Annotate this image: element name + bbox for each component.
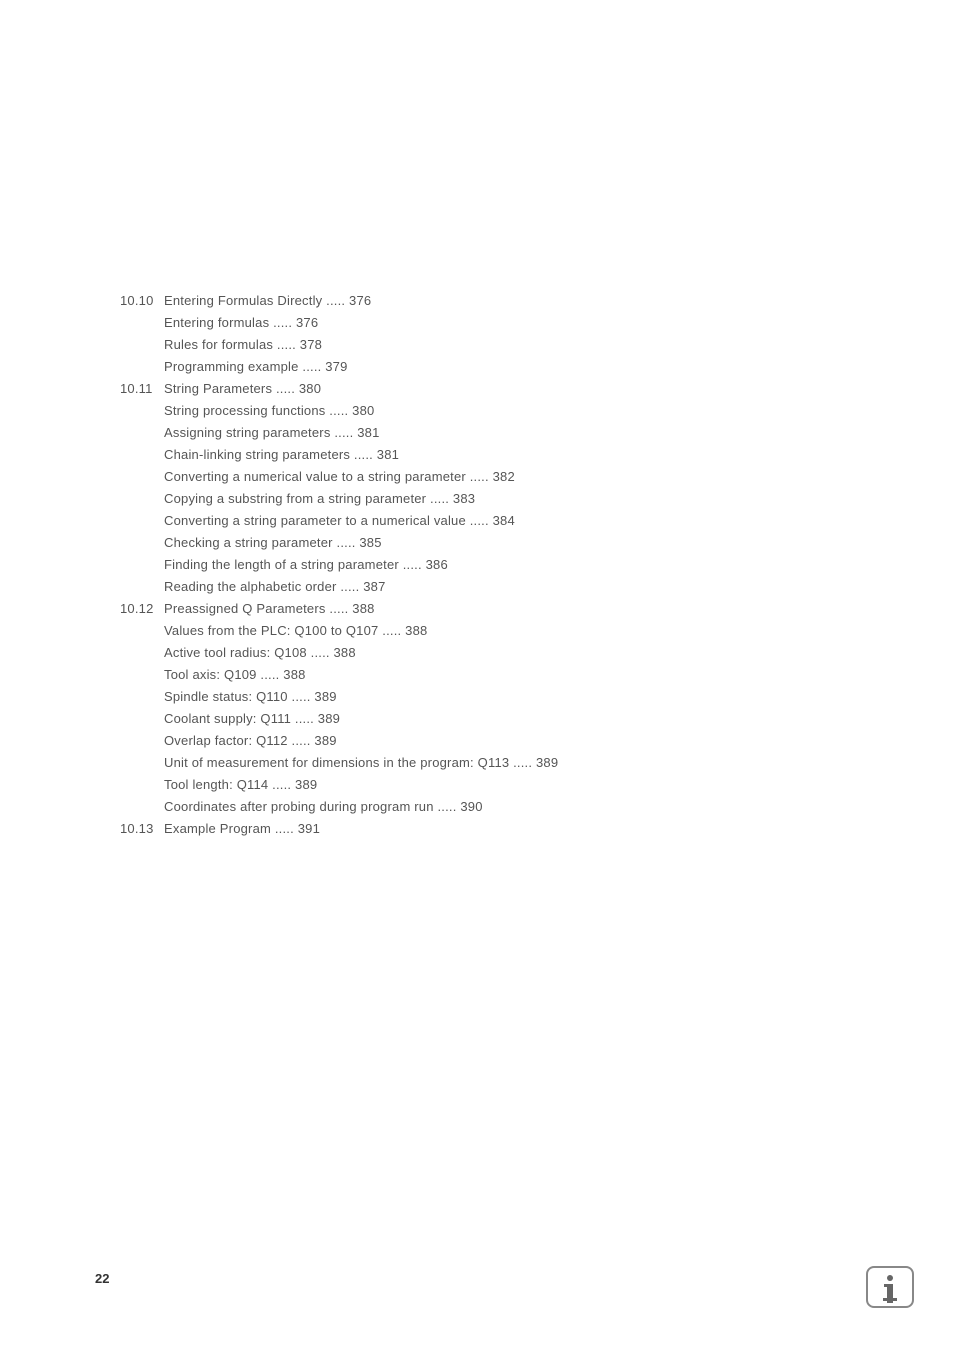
toc-item: Tool axis: Q109 ..... 388 bbox=[120, 664, 860, 686]
section-title: String Parameters ..... 380 bbox=[164, 381, 321, 396]
toc-content: 10.10Entering Formulas Directly ..... 37… bbox=[120, 290, 860, 840]
toc-item: Programming example ..... 379 bbox=[120, 356, 860, 378]
toc-item: Overlap factor: Q112 ..... 389 bbox=[120, 730, 860, 752]
toc-item: Converting a numerical value to a string… bbox=[120, 466, 860, 488]
toc-item: String processing functions ..... 380 bbox=[120, 400, 860, 422]
toc-item: Coolant supply: Q111 ..... 389 bbox=[120, 708, 860, 730]
toc-section-2: 10.12Preassigned Q Parameters ..... 388 … bbox=[120, 598, 860, 818]
toc-item: Finding the length of a string parameter… bbox=[120, 554, 860, 576]
toc-section-header: 10.13Example Program ..... 391 bbox=[120, 818, 860, 840]
toc-item: Copying a substring from a string parame… bbox=[120, 488, 860, 510]
toc-item: Spindle status: Q110 ..... 389 bbox=[120, 686, 860, 708]
toc-section-header: 10.10Entering Formulas Directly ..... 37… bbox=[120, 290, 860, 312]
toc-item: Entering formulas ..... 376 bbox=[120, 312, 860, 334]
toc-item: Checking a string parameter ..... 385 bbox=[120, 532, 860, 554]
toc-item: Coordinates after probing during program… bbox=[120, 796, 860, 818]
section-title: Preassigned Q Parameters ..... 388 bbox=[164, 601, 375, 616]
section-title: Entering Formulas Directly ..... 376 bbox=[164, 293, 371, 308]
toc-item: Rules for formulas ..... 378 bbox=[120, 334, 860, 356]
section-number: 10.10 bbox=[120, 290, 164, 312]
toc-section-1: 10.11String Parameters ..... 380 String … bbox=[120, 378, 860, 598]
toc-item: Active tool radius: Q108 ..... 388 bbox=[120, 642, 860, 664]
toc-item: Tool length: Q114 ..... 389 bbox=[120, 774, 860, 796]
toc-section-3: 10.13Example Program ..... 391 bbox=[120, 818, 860, 840]
section-number: 10.11 bbox=[120, 378, 164, 400]
toc-item: Chain-linking string parameters ..... 38… bbox=[120, 444, 860, 466]
toc-section-0: 10.10Entering Formulas Directly ..... 37… bbox=[120, 290, 860, 378]
info-icon bbox=[866, 1266, 914, 1308]
section-title: Example Program ..... 391 bbox=[164, 821, 320, 836]
toc-section-header: 10.12Preassigned Q Parameters ..... 388 bbox=[120, 598, 860, 620]
toc-item: Reading the alphabetic order ..... 387 bbox=[120, 576, 860, 598]
toc-item: Unit of measurement for dimensions in th… bbox=[120, 752, 860, 774]
toc-item: Converting a string parameter to a numer… bbox=[120, 510, 860, 532]
info-icon-base bbox=[883, 1298, 897, 1301]
page-number: 22 bbox=[95, 1271, 109, 1286]
section-number: 10.13 bbox=[120, 818, 164, 840]
toc-item: Values from the PLC: Q100 to Q107 ..... … bbox=[120, 620, 860, 642]
toc-item: Assigning string parameters ..... 381 bbox=[120, 422, 860, 444]
toc-section-header: 10.11String Parameters ..... 380 bbox=[120, 378, 860, 400]
info-icon-dot bbox=[887, 1275, 893, 1281]
section-number: 10.12 bbox=[120, 598, 164, 620]
